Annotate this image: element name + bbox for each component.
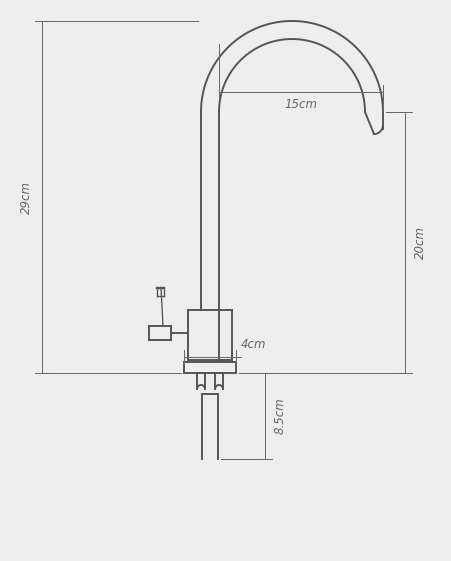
Text: 20cm: 20cm <box>413 226 426 259</box>
Text: 29cm: 29cm <box>20 181 33 214</box>
Text: 8.5cm: 8.5cm <box>273 398 286 434</box>
Text: 15cm: 15cm <box>284 98 317 111</box>
Text: 4cm: 4cm <box>241 338 266 351</box>
